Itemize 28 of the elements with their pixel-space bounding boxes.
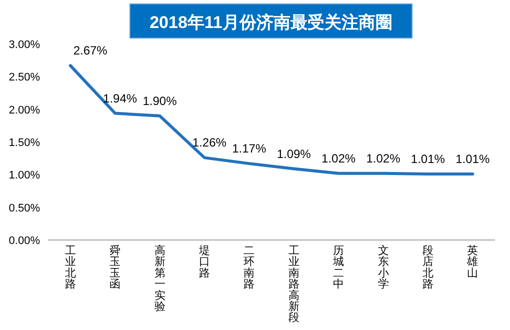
x-tick-label: 文东小学 bbox=[378, 244, 389, 291]
y-tick-label: 2.00% bbox=[8, 104, 40, 116]
data-label: 1.02% bbox=[366, 151, 401, 166]
x-tick-label: 高新第一实验 bbox=[154, 244, 166, 313]
data-label: 1.01% bbox=[456, 152, 490, 166]
y-tick-label: 3.00% bbox=[8, 39, 40, 51]
x-tick-label: 二环南路 bbox=[244, 245, 255, 291]
data-label: 1.01% bbox=[410, 152, 446, 166]
x-tick-label: 舜玉玉函 bbox=[110, 244, 121, 291]
data-label: 1.94% bbox=[103, 91, 138, 106]
chart-title: 2018年11月份济南最受关注商圈 bbox=[150, 13, 392, 32]
data-label: 1.02% bbox=[322, 151, 356, 166]
x-tick-label: 工业南路高新段 bbox=[288, 245, 300, 324]
y-tick-label: 2.50% bbox=[8, 72, 40, 84]
data-label: 2.67% bbox=[73, 44, 108, 58]
data-label: 1.26% bbox=[192, 136, 227, 150]
x-tick-label: 段店北路 bbox=[422, 245, 434, 291]
data-label: 1.09% bbox=[276, 146, 312, 161]
y-tick-label: 1.00% bbox=[8, 170, 40, 182]
x-tick-label: 工业北路 bbox=[64, 245, 76, 291]
x-tick-label: 英雄山 bbox=[466, 244, 478, 280]
data-label: 1.90% bbox=[142, 94, 178, 108]
y-tick-label: 0.50% bbox=[8, 202, 40, 214]
data-label: 1.17% bbox=[232, 142, 266, 156]
y-tick-label: 1.50% bbox=[8, 137, 40, 149]
y-tick-label: 0.00% bbox=[8, 235, 40, 247]
x-tick-label: 历城二中 bbox=[332, 245, 344, 291]
x-tick-label: 堤口路 bbox=[198, 245, 210, 280]
